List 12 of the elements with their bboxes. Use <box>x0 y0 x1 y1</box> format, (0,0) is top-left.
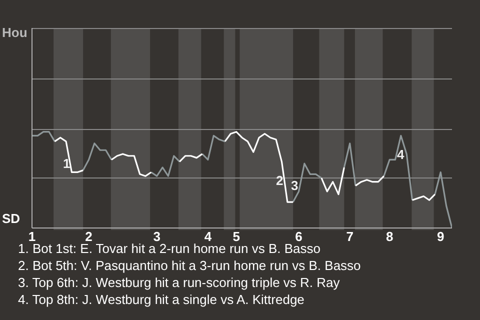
text: Hou <box>2 25 28 40</box>
annotation: 4 <box>397 147 404 162</box>
annotation: 1 <box>63 156 70 171</box>
x-tick-label: 9 <box>437 229 444 244</box>
text: 4. Top 8th: J. Westburg hit a single vs A. Kittredge <box>18 291 306 308</box>
text: SD <box>2 211 20 226</box>
annotation: 3 <box>291 178 298 193</box>
annotation: 2 <box>276 173 284 188</box>
x-tick-label: 8 <box>386 229 394 244</box>
x-tick-label: 7 <box>346 229 354 244</box>
text: 2. Bot 5th: V. Pasquantino hit a 3-run home run vs B. Basso <box>18 257 361 274</box>
text: 3. Top 6th: J. Westburg hit a run-scoring triple vs R. Ray <box>18 274 341 291</box>
